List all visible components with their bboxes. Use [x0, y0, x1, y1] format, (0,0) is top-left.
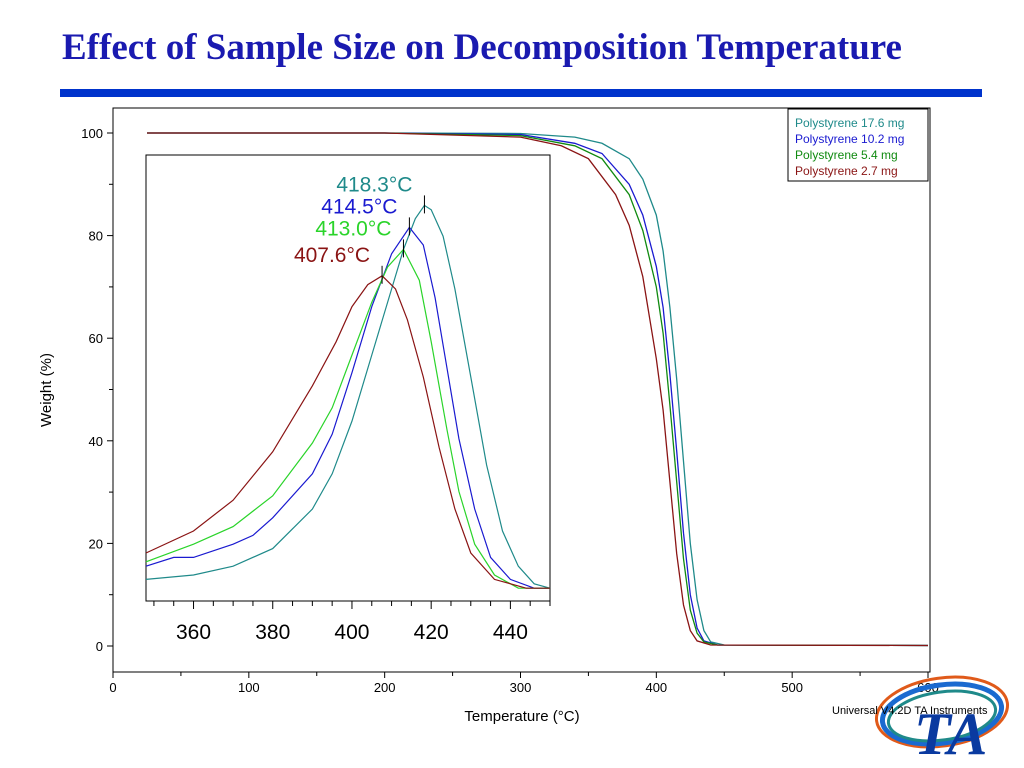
- peak-label-4: 407.6°C: [294, 244, 370, 267]
- inset-x-tick-label-420: 420: [414, 621, 449, 644]
- x-tick-label-400: 400: [645, 680, 667, 695]
- x-axis-label: Temperature (°C): [464, 708, 579, 725]
- x-tick-label-300: 300: [510, 680, 532, 695]
- y-tick-label-80: 80: [89, 229, 103, 244]
- main-series-line-4: [147, 132, 929, 647]
- software-version-label: Universal V4.2D TA Instruments: [832, 705, 988, 717]
- inset-x-tick-label-360: 360: [176, 621, 211, 644]
- inset-series-line-1: [145, 204, 551, 589]
- y-axis-label: Weight (%): [38, 353, 55, 427]
- legend-entry-4: Polystyrene 2.7 mg: [795, 164, 898, 178]
- inset-x-tick-label-400: 400: [334, 621, 369, 644]
- logo-text: TA: [914, 701, 987, 762]
- y-tick-label-20: 20: [89, 536, 103, 551]
- inset-frame: [145, 154, 551, 602]
- x-tick-label-0: 0: [109, 680, 116, 695]
- inset-series-line-4: [145, 275, 550, 589]
- y-tick-label-100: 100: [81, 126, 103, 141]
- peak-label-3: 413.0°C: [315, 217, 391, 240]
- legend-entry-3: Polystyrene 5.4 mg: [795, 148, 898, 162]
- title-rule: [60, 89, 982, 97]
- main-series-line-3: [147, 132, 929, 647]
- inset-x-tick-label-440: 440: [493, 621, 528, 644]
- main-series-line-2: [147, 132, 929, 647]
- y-tick-label-40: 40: [89, 434, 103, 449]
- x-tick-label-200: 200: [374, 680, 396, 695]
- peak-label-2: 414.5°C: [321, 195, 397, 218]
- inset-series-line-2: [145, 226, 550, 589]
- peak-label-1: 418.3°C: [336, 173, 412, 196]
- legend-box: [787, 108, 929, 182]
- y-tick-label-60: 60: [89, 331, 103, 346]
- x-tick-label-500: 500: [781, 680, 803, 695]
- legend-entry-1: Polystyrene 17.6 mg: [795, 116, 904, 130]
- inset-series-line-3: [145, 248, 550, 589]
- ta-instruments-logo: TA: [874, 675, 1010, 762]
- slide-title: Effect of Sample Size on Decomposition T…: [62, 27, 902, 68]
- y-tick-label-0: 0: [96, 639, 103, 654]
- main-series-line-1: [147, 132, 929, 647]
- legend-entry-2: Polystyrene 10.2 mg: [795, 132, 904, 146]
- inset-x-tick-label-380: 380: [255, 621, 290, 644]
- x-tick-label-100: 100: [238, 680, 260, 695]
